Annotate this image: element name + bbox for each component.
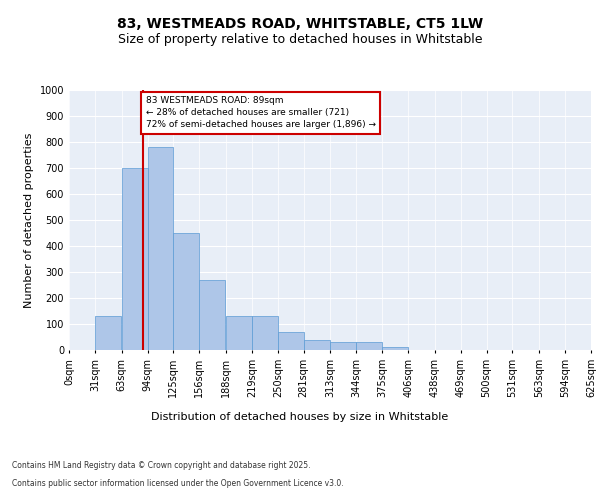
Bar (331, 342, 356, 350)
Bar (304, 340, 329, 350)
Text: Size of property relative to detached houses in Whitstable: Size of property relative to detached ho… (118, 32, 482, 46)
Bar (252, 316, 278, 350)
Text: Distribution of detached houses by size in Whitstable: Distribution of detached houses by size … (151, 412, 449, 422)
Text: Contains HM Land Registry data © Crown copyright and database right 2025.: Contains HM Land Registry data © Crown c… (12, 461, 311, 470)
Text: Contains public sector information licensed under the Open Government Licence v3: Contains public sector information licen… (12, 478, 344, 488)
Bar (122, 168, 148, 350)
Bar (95, 316, 121, 350)
Bar (148, 147, 173, 350)
Y-axis label: Number of detached properties: Number of detached properties (24, 132, 34, 308)
Bar (278, 332, 304, 350)
Bar (356, 342, 382, 350)
Bar (226, 316, 252, 350)
Text: 83, WESTMEADS ROAD, WHITSTABLE, CT5 1LW: 83, WESTMEADS ROAD, WHITSTABLE, CT5 1LW (117, 18, 483, 32)
Text: 83 WESTMEADS ROAD: 89sqm
← 28% of detached houses are smaller (721)
72% of semi-: 83 WESTMEADS ROAD: 89sqm ← 28% of detach… (146, 96, 376, 129)
Bar (382, 348, 408, 350)
Bar (199, 280, 225, 350)
Bar (173, 233, 199, 350)
